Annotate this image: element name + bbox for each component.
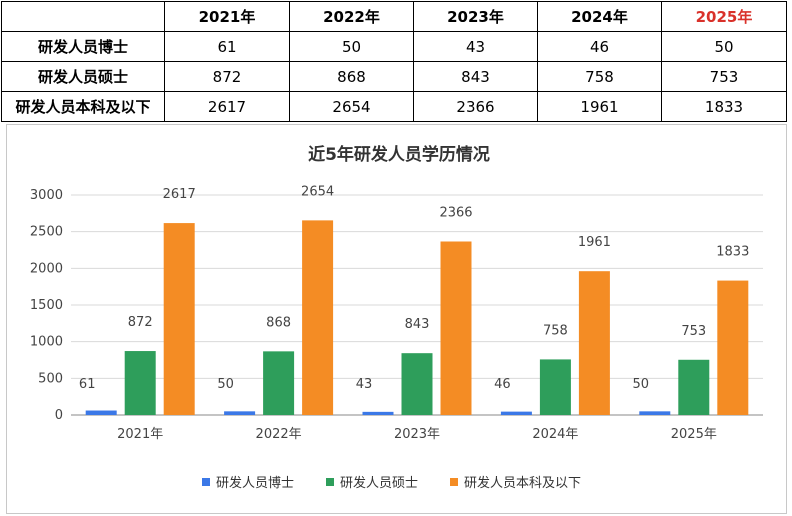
table-row: 研发人员硕士 872 868 843 758 753: [1, 61, 787, 92]
table-cell: 2617: [164, 91, 290, 122]
data-labels: 61 872 2617 50 868 2654 43 843 2366 46 758 1961 50 75…: [79, 184, 749, 392]
table-header-cell-highlighted: 2025年: [661, 1, 787, 32]
legend: 研发人员博士 研发人员硕士 研发人员本科及以下: [202, 475, 581, 491]
table-cell: 50: [289, 31, 414, 62]
data-label: 2654: [301, 184, 334, 199]
table-header-cell: 2024年: [537, 1, 662, 32]
bar: [362, 411, 394, 415]
data-label: 43: [356, 377, 373, 392]
data-label: 872: [128, 315, 153, 330]
bar: [401, 353, 433, 415]
y-tick-label: 1500: [30, 298, 63, 313]
data-label: 2366: [439, 205, 472, 220]
legend-label: 研发人员硕士: [340, 475, 418, 491]
legend-swatch: [326, 478, 334, 486]
bar: [500, 411, 532, 415]
table-cell: 872: [164, 61, 290, 92]
x-tick-label: 2022年: [256, 427, 302, 442]
bar: [224, 411, 256, 415]
table-cell: 843: [413, 61, 538, 92]
table-cell: 1961: [537, 91, 662, 122]
legend-swatch: [202, 478, 210, 486]
table-cell: 61: [164, 31, 290, 62]
table-header-cell: 2021年: [164, 1, 290, 32]
table-header-cell: 2022年: [289, 1, 414, 32]
table-header-row: 2021年 2022年 2023年 2024年 2025年: [1, 1, 787, 32]
table-cell: 1833: [661, 91, 787, 122]
bar: [440, 241, 472, 415]
x-tick-label: 2025年: [671, 427, 717, 442]
bar: [678, 359, 710, 415]
legend-swatch: [450, 478, 458, 486]
bar: [163, 223, 195, 415]
bar: [639, 411, 671, 415]
x-tick-label: 2024年: [532, 427, 578, 442]
bar: [578, 271, 610, 415]
y-tick-label: 2500: [30, 225, 63, 240]
table-row: 研发人员博士 61 50 43 46 50: [1, 31, 787, 62]
x-tick-label: 2023年: [394, 427, 440, 442]
data-label: 50: [633, 377, 650, 392]
data-label: 868: [266, 315, 291, 330]
table-cell: 2366: [413, 91, 538, 122]
x-axis-ticks: 2021年 2022年 2023年 2024年 2025年: [117, 427, 717, 442]
y-tick-label: 3000: [30, 188, 63, 203]
data-label: 61: [79, 377, 96, 392]
chart-title: 近5年研发人员学历情况: [308, 144, 490, 165]
data-label: 46: [494, 377, 511, 392]
y-tick-label: 1000: [30, 335, 63, 350]
bar: [124, 351, 156, 415]
y-axis-ticks: 0 500 1000 1500 2000 2500 3000: [30, 188, 63, 423]
row-label: 研发人员硕士: [1, 61, 165, 92]
x-tick-label: 2021年: [117, 427, 163, 442]
legend-label: 研发人员本科及以下: [464, 475, 581, 491]
row-label: 研发人员本科及以下: [1, 91, 165, 122]
chart-container: 近5年研发人员学历情况 0 500 1000 1500 2000 2500 3000 61 8…: [6, 124, 787, 514]
table-cell: 43: [413, 31, 538, 62]
data-label: 758: [543, 323, 568, 338]
data-label: 50: [217, 377, 234, 392]
y-tick-label: 500: [38, 371, 63, 386]
bars: [85, 220, 749, 415]
bar: [263, 351, 295, 415]
summary-table-container: 2021年 2022年 2023年 2024年 2025年 研发人员博士 61 …: [1, 1, 787, 122]
data-label: 1961: [578, 235, 611, 250]
data-label: 2617: [163, 187, 196, 202]
data-label: 1833: [716, 245, 749, 260]
table-cell: 758: [537, 61, 662, 92]
table-cell: 868: [289, 61, 414, 92]
table-cell: 50: [661, 31, 787, 62]
table-header-cell: 2023年: [413, 1, 538, 32]
table-cell: 753: [661, 61, 787, 92]
bar-chart: 近5年研发人员学历情况 0 500 1000 1500 2000 2500 3000 61 8…: [30, 144, 763, 491]
table-header-cell: [1, 1, 165, 32]
bar: [302, 220, 334, 415]
row-label: 研发人员博士: [1, 31, 165, 62]
summary-table: 2021年 2022年 2023年 2024年 2025年 研发人员博士 61 …: [1, 1, 787, 122]
y-tick-label: 0: [55, 408, 63, 423]
data-label: 843: [405, 317, 430, 332]
table-cell: 46: [537, 31, 662, 62]
table-row: 研发人员本科及以下 2617 2654 2366 1961 1833: [1, 91, 787, 122]
bar: [539, 359, 571, 415]
bar: [85, 410, 117, 415]
y-tick-label: 2000: [30, 261, 63, 276]
data-label: 753: [681, 324, 706, 339]
bar: [717, 280, 749, 415]
legend-label: 研发人员博士: [216, 475, 294, 491]
table-cell: 2654: [289, 91, 414, 122]
